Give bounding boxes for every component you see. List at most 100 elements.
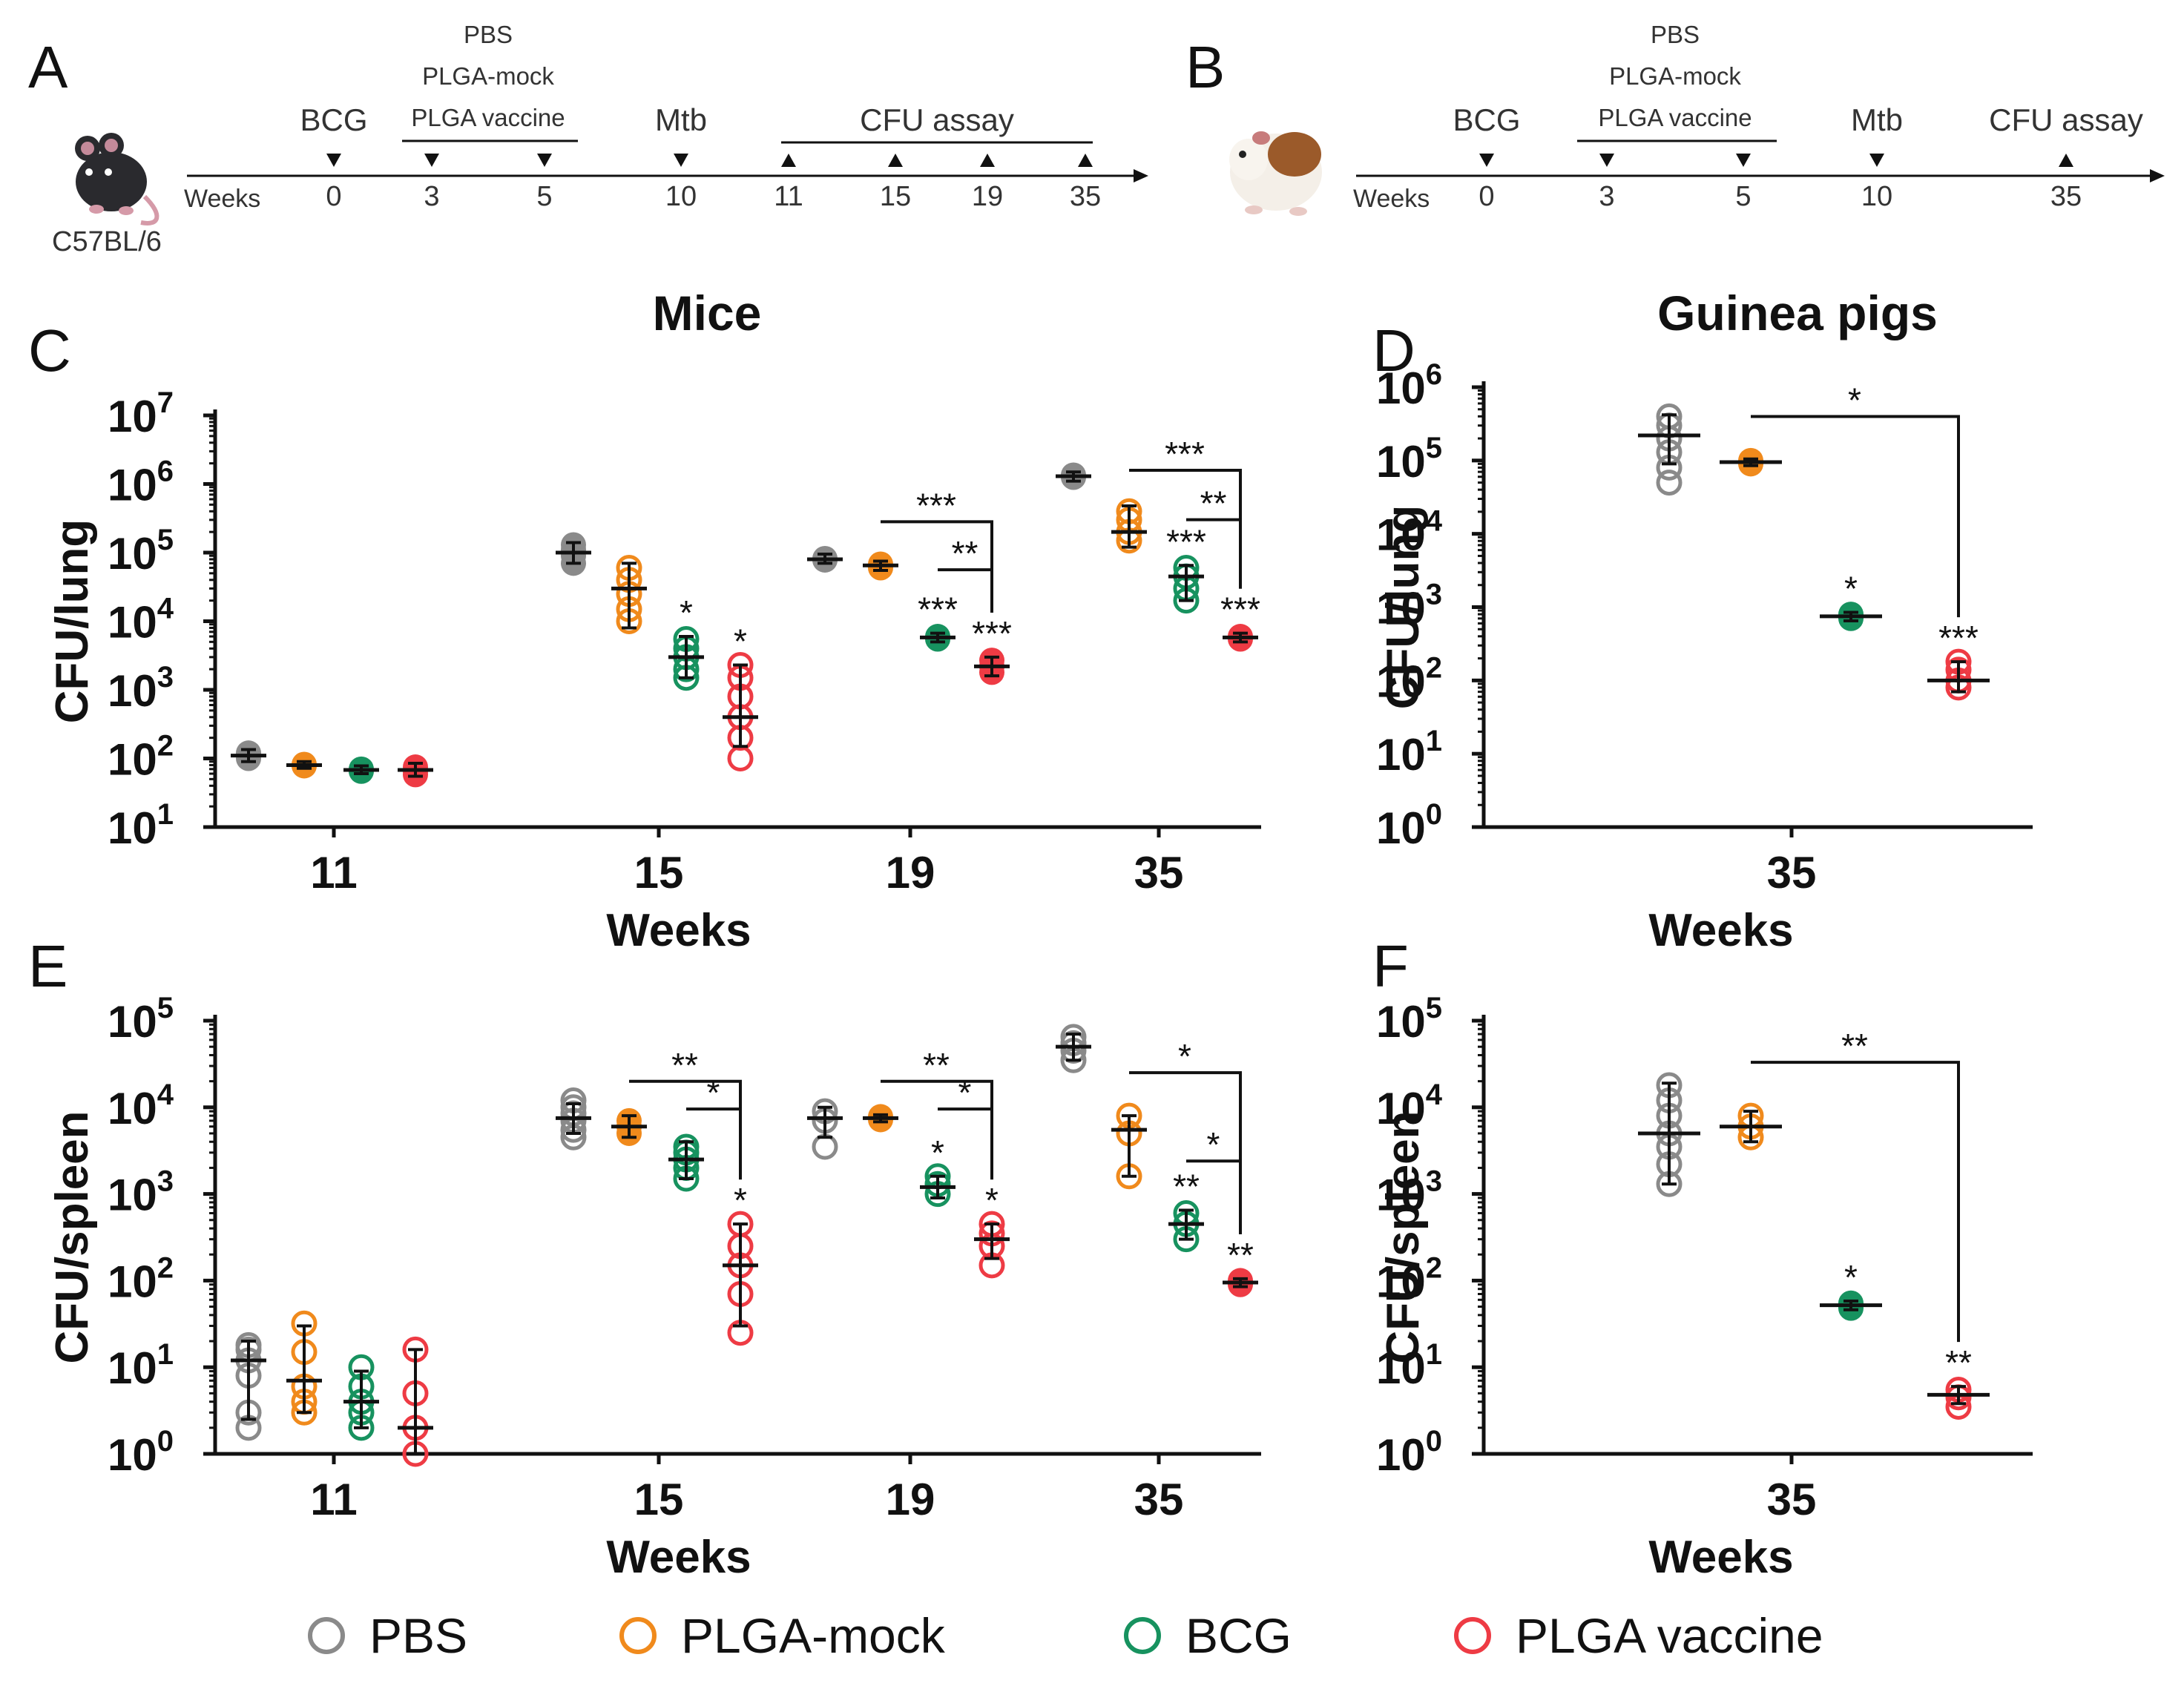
x-tick-label-35: 35 — [1767, 848, 1817, 898]
bracket-label: * — [1207, 1125, 1220, 1164]
legend: PBS PLGA-mock BCG PLGA vaccine — [308, 1608, 1823, 1663]
panel-letter-d: D — [1372, 317, 1415, 383]
x-tick-label-35: 35 — [1134, 1475, 1184, 1524]
bracket-line — [938, 1107, 993, 1180]
series-plga-vaccine-wk19: *** — [972, 614, 1012, 685]
event-label: PLGA-mock — [1609, 62, 1741, 90]
series-plga-mock-wk19 — [863, 1104, 898, 1133]
event-arrow-down — [1479, 154, 1494, 167]
comparison-bracket: ** — [938, 534, 993, 613]
series-bcg-wk35: * — [1820, 1258, 1882, 1321]
event-label: BCG — [300, 102, 367, 137]
y-tick-label: 101 — [1376, 725, 1442, 780]
event-arrow-down — [1599, 154, 1614, 167]
event-label: PLGA vaccine — [411, 104, 565, 131]
significance-star: *** — [1220, 590, 1260, 629]
mouse-icon — [75, 133, 159, 225]
panel-letter-c: C — [28, 317, 71, 383]
series-plga-mock-wk11 — [286, 751, 322, 779]
series-pbs-wk11 — [231, 740, 266, 771]
timeline-tick-35: 35 — [1070, 181, 1101, 212]
event-arrow-down — [537, 154, 552, 167]
series-plga-mock-wk35 — [1720, 1102, 1782, 1150]
event-arrow-down — [326, 154, 341, 167]
x-tick-label-35: 35 — [1767, 1475, 1817, 1524]
timeline-tick-5: 5 — [1735, 181, 1751, 212]
y-tick-label: 102 — [108, 1251, 174, 1306]
y-tick-label: 100 — [1376, 1425, 1442, 1480]
bracket-label: *** — [1165, 435, 1205, 473]
mice-title: Mice — [653, 286, 762, 340]
event-label: PBS — [464, 21, 513, 48]
series-plga-mock-wk15 — [611, 555, 647, 634]
y-tick-label: 102 — [108, 730, 174, 785]
significance-star: *** — [918, 590, 958, 629]
series-plga-mock-wk35 — [1111, 498, 1147, 554]
y-axis-label: CFU/spleen — [47, 1110, 98, 1363]
comparison-bracket: * — [938, 1073, 993, 1180]
y-tick-label: 105 — [108, 524, 174, 579]
event-arrow-up — [888, 154, 903, 167]
legend-marker — [308, 1617, 345, 1654]
legend-item-pbs: PBS — [308, 1608, 467, 1663]
event-label: Mtb — [1851, 102, 1903, 137]
series-plga-vaccine-wk11 — [398, 1336, 433, 1467]
x-axis-label: Weeks — [1648, 1532, 1793, 1583]
x-tick-label-15: 15 — [634, 1475, 684, 1524]
bracket-label: ** — [923, 1046, 950, 1084]
significance-star: *** — [1938, 619, 1979, 657]
timeline-tick-35: 35 — [2050, 181, 2082, 212]
series-pbs-wk15 — [556, 1087, 591, 1150]
event-arrow-down — [1869, 154, 1884, 167]
event-arrow-up — [980, 154, 995, 167]
significance-star: * — [734, 1181, 747, 1219]
comparison-bracket: ** — [1751, 1027, 1960, 1343]
legend-marker — [1454, 1617, 1491, 1654]
y-tick-label: 106 — [108, 455, 174, 510]
series-plga-mock-wk15 — [611, 1107, 647, 1146]
y-tick-label: 107 — [108, 386, 174, 441]
series-plga-mock-wk11 — [286, 1310, 322, 1426]
series-plga-vaccine-wk35: *** — [1927, 619, 1990, 701]
legend-marker — [619, 1617, 657, 1654]
significance-star: * — [1844, 569, 1858, 608]
y-tick-label: 103 — [108, 661, 174, 716]
timeline-tick-15: 15 — [880, 181, 911, 212]
bracket-label: * — [1178, 1037, 1191, 1076]
event-label: BCG — [1453, 102, 1520, 137]
y-tick-label: 101 — [108, 798, 174, 853]
timeline-tick-10: 10 — [665, 181, 697, 212]
panel-letter-a: A — [28, 34, 68, 100]
significance-star: * — [985, 1181, 999, 1219]
x-tick-label-19: 19 — [886, 848, 935, 898]
event-arrow-down — [674, 154, 688, 167]
event-label: PLGA-mock — [422, 62, 554, 90]
event-label: PLGA vaccine — [1598, 104, 1752, 131]
y-tick-label: 105 — [108, 992, 174, 1047]
significance-star: ** — [1173, 1167, 1200, 1205]
timeline-tick-10: 10 — [1861, 181, 1892, 212]
y-tick-label: 102 — [1376, 651, 1442, 706]
x-tick-label-15: 15 — [634, 848, 684, 898]
x-tick-label-35: 35 — [1134, 848, 1184, 898]
bracket-label: ** — [952, 534, 978, 573]
significance-star: * — [1844, 1258, 1858, 1297]
bracket-line — [1751, 1061, 1960, 1343]
y-tick-label: 103 — [108, 1165, 174, 1220]
timeline-weeks-label: Weeks — [184, 185, 260, 213]
timeline-arrowhead — [2150, 169, 2165, 182]
legend-label: PLGA-mock — [681, 1608, 946, 1663]
y-tick-label: 103 — [1376, 1165, 1442, 1220]
series-plga-vaccine-wk19: * — [974, 1181, 1010, 1279]
bracket-line — [1186, 518, 1242, 589]
data-point — [812, 1133, 838, 1160]
series-plga-mock-wk19 — [863, 551, 898, 581]
y-tick-label: 101 — [108, 1338, 174, 1393]
series-plga-vaccine-wk15: * — [723, 1181, 758, 1346]
panel-e-chart: 100 101 102 103 104 105 11 15 19 35 Weeks CFU/splee… — [47, 992, 1261, 1583]
y-tick-label: 106 — [1376, 358, 1442, 413]
event-label: PBS — [1651, 21, 1700, 48]
series-pbs-wk19 — [807, 1098, 843, 1160]
